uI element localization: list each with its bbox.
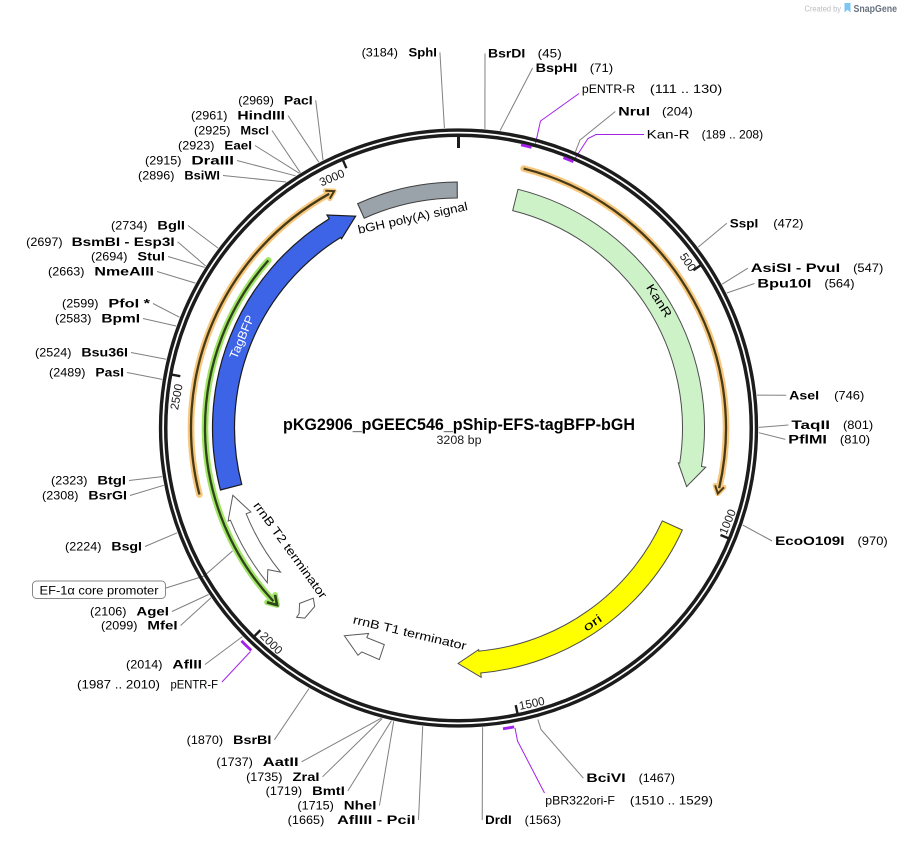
svg-text:NheI: NheI: [344, 799, 377, 813]
svg-text:(2694): (2694): [91, 250, 127, 264]
svg-text:MscI: MscI: [240, 124, 269, 138]
svg-text:(2224): (2224): [65, 540, 101, 554]
svg-text:(2106): (2106): [90, 605, 126, 619]
svg-text:PasI: PasI: [95, 366, 124, 380]
svg-text:BmtI: BmtI: [312, 784, 345, 798]
svg-text:(189 .. 208): (189 .. 208): [702, 128, 764, 142]
svg-text:(801): (801): [843, 418, 873, 432]
svg-text:(3184): (3184): [362, 45, 398, 59]
svg-text:BsgI: BsgI: [111, 540, 142, 554]
svg-text:(1563): (1563): [525, 813, 561, 827]
svg-text:pKG2906_pGEEC546_pShip-EFS-tag: pKG2906_pGEEC546_pShip-EFS-tagBFP-bGH: [283, 416, 635, 434]
svg-text:(2969): (2969): [238, 93, 274, 107]
svg-text:(472): (472): [773, 216, 803, 230]
svg-text:(564): (564): [824, 277, 854, 291]
svg-text:PflMI: PflMI: [788, 432, 827, 446]
svg-text:(2489): (2489): [49, 366, 85, 380]
svg-text:(2323): (2323): [51, 474, 87, 488]
svg-text:SnapGene: SnapGene: [854, 3, 898, 15]
svg-text:(111 .. 130): (111 .. 130): [650, 82, 722, 96]
svg-text:NmeAIII: NmeAIII: [94, 265, 154, 279]
svg-text:BspHI: BspHI: [536, 61, 578, 75]
svg-text:TaqII: TaqII: [791, 418, 830, 432]
svg-text:EF-1α core promoter: EF-1α core promoter: [40, 584, 159, 598]
svg-text:MfeI: MfeI: [147, 619, 177, 633]
svg-text:AseI: AseI: [789, 388, 819, 402]
svg-text:3208 bp: 3208 bp: [437, 435, 482, 447]
svg-text:(1737): (1737): [216, 755, 252, 769]
svg-text:EcoO109I: EcoO109I: [775, 534, 844, 548]
svg-text:(2663): (2663): [48, 265, 84, 279]
svg-text:(2014): (2014): [126, 658, 162, 672]
svg-text:pENTR-R: pENTR-R: [582, 82, 636, 96]
svg-text:AgeI: AgeI: [136, 605, 169, 619]
svg-text:(71): (71): [590, 61, 613, 75]
svg-text:(1467): (1467): [639, 771, 675, 785]
svg-text:ZraI: ZraI: [293, 770, 320, 784]
svg-text:(810): (810): [840, 432, 870, 446]
svg-text:(2734): (2734): [111, 219, 147, 233]
svg-text:(970): (970): [858, 534, 888, 548]
svg-text:(1510 .. 1529): (1510 .. 1529): [630, 794, 713, 808]
svg-text:(2925): (2925): [194, 124, 230, 138]
svg-text:(1735): (1735): [246, 770, 282, 784]
svg-text:DraIII: DraIII: [191, 154, 234, 168]
svg-text:DrdI: DrdI: [485, 813, 512, 827]
svg-text:(2961): (2961): [191, 109, 227, 123]
svg-text:BsrBI: BsrBI: [233, 733, 271, 747]
svg-text:(2923): (2923): [178, 139, 214, 153]
svg-text:(2697): (2697): [26, 235, 62, 249]
svg-text:PacI: PacI: [284, 93, 313, 107]
svg-text:EaeI: EaeI: [224, 139, 252, 153]
svg-text:BsmBI - Esp3I: BsmBI - Esp3I: [72, 235, 175, 249]
svg-text:(746): (746): [834, 388, 864, 402]
svg-text:HindIII: HindIII: [237, 109, 285, 123]
svg-text:(2583): (2583): [55, 312, 91, 326]
svg-text:Kan-R: Kan-R: [647, 128, 690, 142]
svg-text:BsiWI: BsiWI: [184, 169, 220, 183]
svg-text:BglI: BglI: [157, 219, 185, 233]
svg-text:(1987 .. 2010): (1987 .. 2010): [77, 678, 160, 692]
svg-text:(2308): (2308): [42, 489, 78, 503]
svg-text:(2524): (2524): [35, 346, 71, 360]
svg-text:BciVI: BciVI: [586, 771, 625, 785]
svg-text:PfoI *: PfoI *: [108, 297, 150, 311]
svg-text:BtgI: BtgI: [97, 474, 126, 488]
svg-text:(1870): (1870): [187, 733, 223, 747]
svg-text:(2599): (2599): [62, 297, 98, 311]
svg-text:NruI: NruI: [618, 105, 650, 119]
svg-text:AflII: AflII: [172, 658, 202, 672]
svg-text:(1665): (1665): [288, 813, 325, 827]
svg-text:(1715): (1715): [297, 799, 333, 813]
svg-text:(1719): (1719): [266, 784, 302, 798]
svg-text:StuI: StuI: [137, 250, 165, 264]
svg-text:AflIII - PciI: AflIII - PciI: [337, 813, 415, 827]
svg-text:(45): (45): [538, 47, 562, 61]
svg-text:pBR322ori-F: pBR322ori-F: [545, 794, 615, 808]
svg-text:BsrDI: BsrDI: [488, 47, 525, 61]
svg-text:pENTR-F: pENTR-F: [171, 678, 219, 692]
svg-text:AatII: AatII: [263, 755, 299, 769]
svg-text:(2915): (2915): [145, 154, 181, 168]
svg-text:BsrGI: BsrGI: [88, 489, 127, 503]
svg-text:Bpu10I: Bpu10I: [757, 277, 811, 291]
svg-text:SphI: SphI: [409, 45, 437, 59]
svg-text:(2099): (2099): [101, 619, 137, 633]
svg-text:(547): (547): [853, 261, 883, 275]
svg-text:Created by: Created by: [805, 4, 842, 14]
svg-text:(2896): (2896): [138, 169, 174, 183]
svg-text:BpmI: BpmI: [101, 312, 140, 326]
svg-text:SspI: SspI: [730, 216, 758, 230]
svg-text:Bsu36I: Bsu36I: [81, 346, 128, 360]
svg-text:(204): (204): [662, 105, 693, 119]
svg-text:AsiSI - PvuI: AsiSI - PvuI: [751, 261, 840, 275]
